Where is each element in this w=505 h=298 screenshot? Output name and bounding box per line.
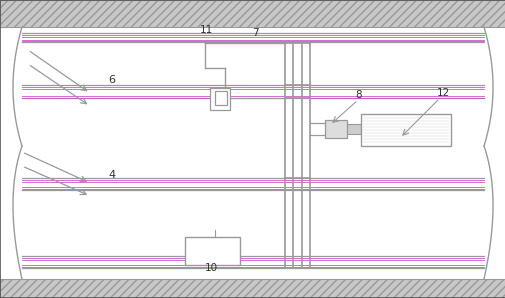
- Text: 10: 10: [205, 263, 218, 273]
- Bar: [215, 91, 227, 105]
- Text: 6: 6: [108, 75, 115, 85]
- Bar: [185, 237, 239, 265]
- Text: 12: 12: [436, 88, 449, 98]
- Text: 8: 8: [355, 90, 361, 100]
- Bar: [346, 124, 360, 134]
- Text: 4: 4: [108, 170, 115, 180]
- Bar: [210, 88, 230, 110]
- Bar: [0, 279, 505, 298]
- Bar: [324, 120, 346, 138]
- Text: 7: 7: [251, 28, 258, 38]
- Bar: [360, 114, 450, 146]
- Text: 11: 11: [199, 25, 213, 35]
- Bar: [0, 0, 505, 27]
